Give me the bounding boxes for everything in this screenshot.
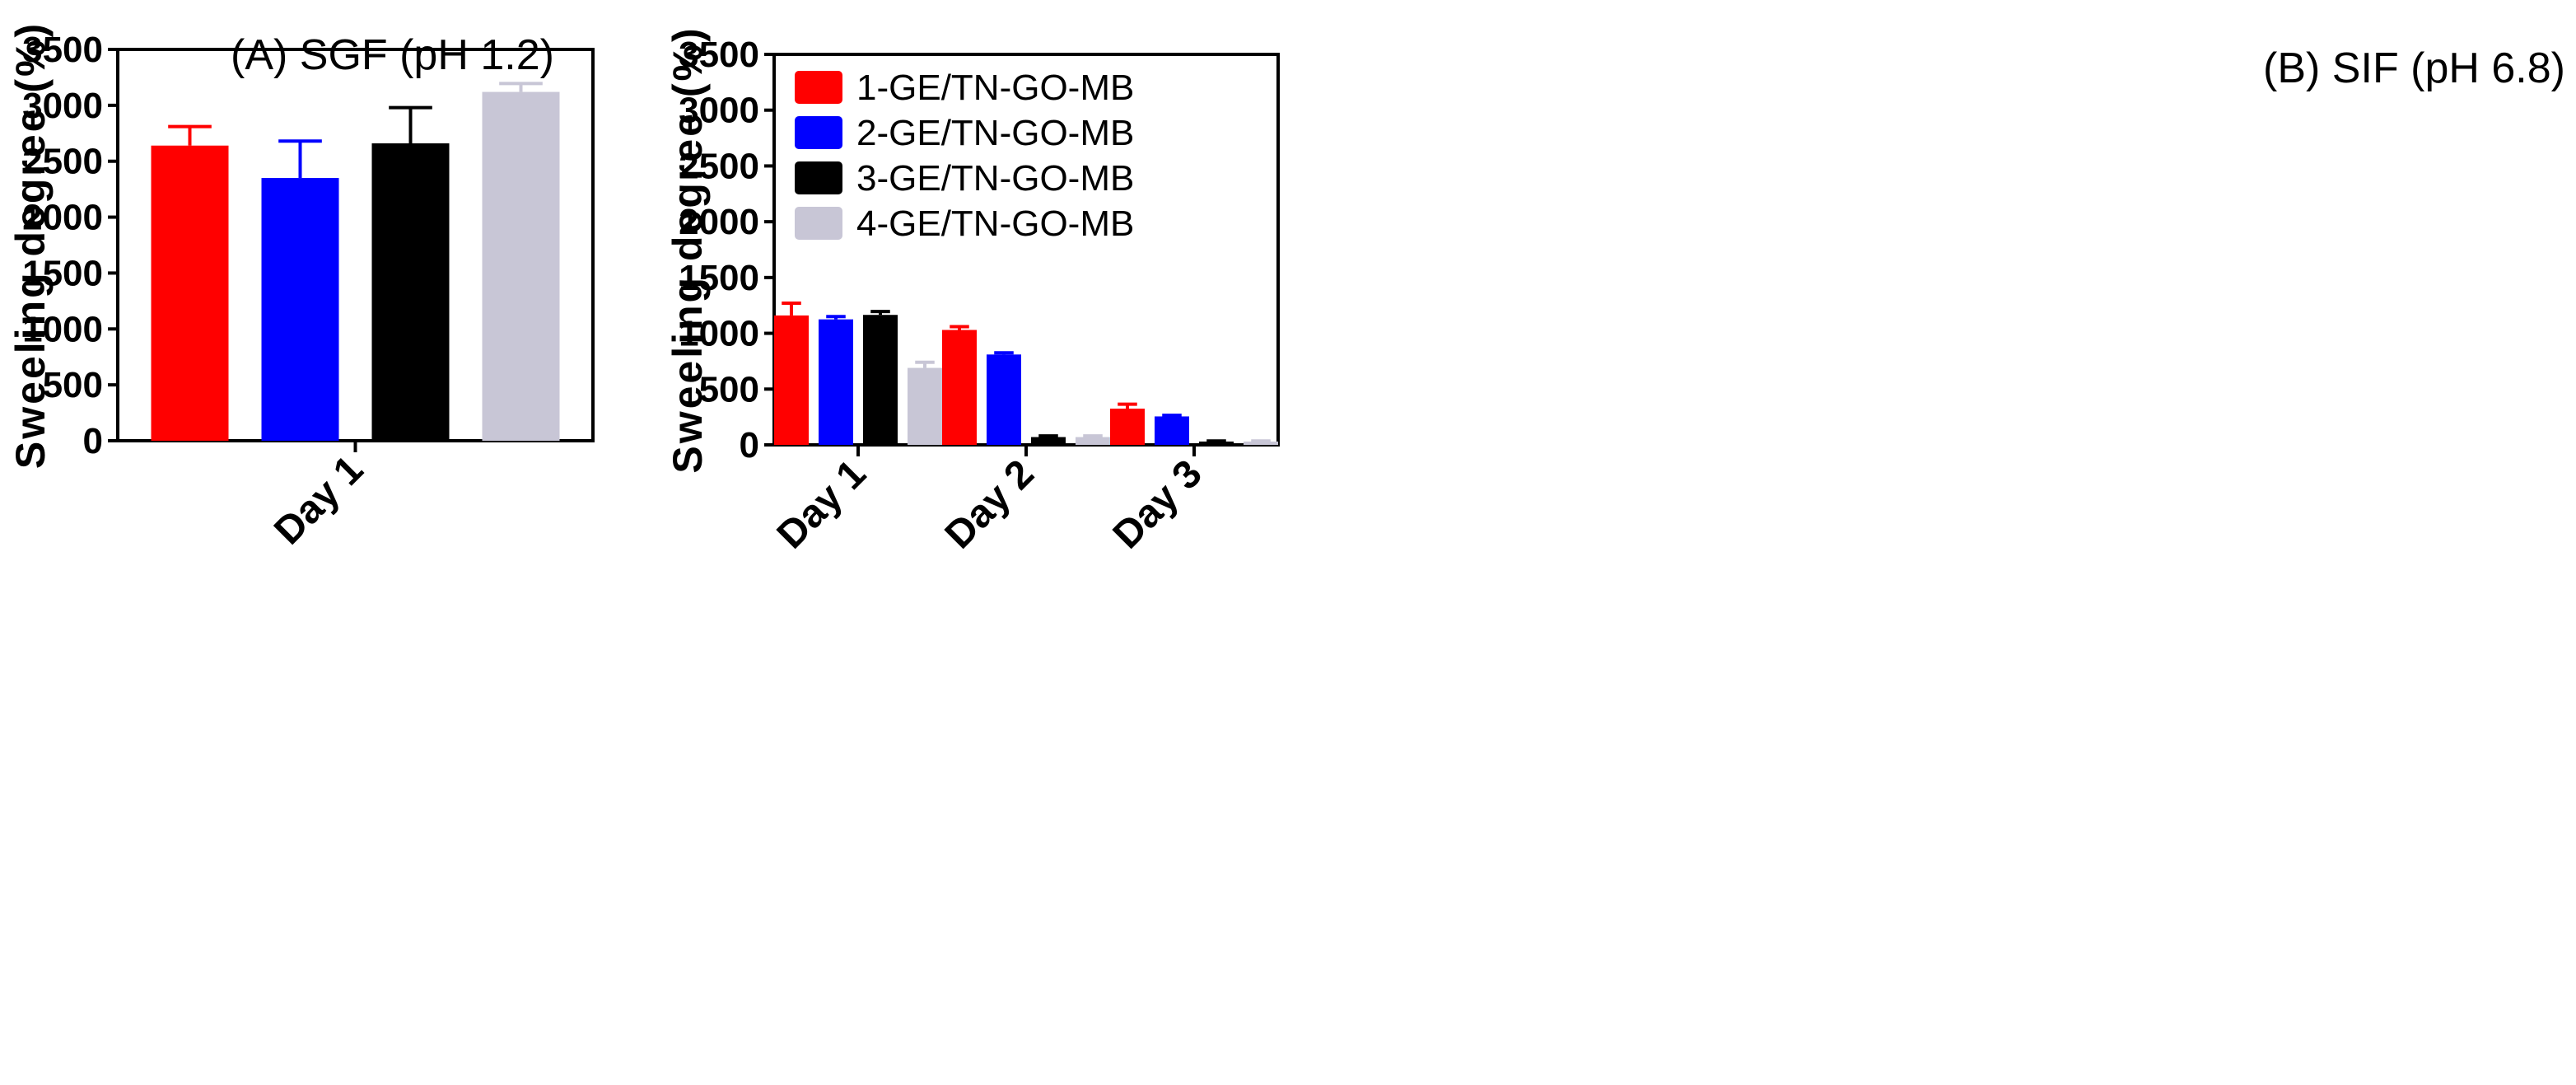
y-tick-label: 2000 [22, 198, 103, 238]
y-tick-label: 2000 [679, 202, 759, 242]
y-tick-label: 3500 [22, 30, 103, 70]
panel-a-chart: (A) SGF (pH 1.2) 0 500 1000 1500 2000 2500 300… [7, 21, 595, 553]
legend-label: 1-GE/TN-GO-MB [856, 68, 1134, 108]
x-tick-label: Day 3 [1105, 451, 1211, 557]
bar [1244, 441, 1278, 445]
bar [942, 330, 977, 445]
bar [151, 145, 229, 441]
legend-label: 4-GE/TN-GO-MB [856, 203, 1134, 244]
y-axis-label: Sweeling degree (%) [7, 21, 54, 469]
x-tick-label: Day 1 [769, 451, 875, 557]
panel-b-chart: (B) SIF (pH 6.8) 0 500 1000 1500 2000 2500 300… [665, 26, 2565, 557]
y-tick-label: 2500 [22, 142, 103, 182]
bar [1199, 441, 1234, 445]
x-tick-label: Day 1 [266, 447, 371, 553]
bar [371, 143, 450, 441]
legend-swatch [795, 161, 842, 194]
y-tick-label: 0 [740, 425, 759, 465]
bar [1076, 437, 1110, 445]
legend-swatch [795, 207, 842, 240]
legend-label: 3-GE/TN-GO-MB [856, 158, 1134, 199]
bar [819, 319, 853, 445]
y-tick-label: 0 [83, 421, 103, 461]
bar [482, 91, 560, 442]
bar [261, 178, 339, 442]
y-tick-label: 1500 [22, 253, 103, 293]
bar [863, 315, 898, 445]
y-tick-label: 1500 [679, 258, 759, 298]
y-tick-label: 2500 [679, 146, 759, 186]
bar [987, 354, 1021, 445]
legend-swatch [795, 71, 842, 104]
bar [1031, 437, 1066, 445]
legend: 1-GE/TN-GO-MB 2-GE/TN-GO-MB 3-GE/TN-GO-MB4… [795, 68, 1134, 244]
y-tick-label: 500 [699, 369, 759, 409]
y-tick-label: 3000 [22, 86, 103, 126]
legend-label: 2-GE/TN-GO-MB [856, 113, 1134, 153]
panel-b-title: (B) SIF (pH 6.8) [2263, 44, 2565, 92]
y-tick-label: 3500 [679, 35, 759, 75]
y-tick-label: 1000 [679, 314, 759, 354]
legend-swatch [795, 116, 842, 149]
y-axis-label: Sweeling degree (%) [665, 26, 711, 473]
bar [1155, 416, 1189, 445]
bar [1110, 408, 1145, 445]
y-tick-label: 500 [43, 365, 103, 405]
x-tick-label: Day 2 [937, 451, 1043, 557]
y-tick-label: 3000 [679, 91, 759, 131]
bar [908, 367, 942, 445]
panel-a-title: (A) SGF (pH 1.2) [231, 31, 554, 79]
y-tick-label: 1000 [22, 309, 103, 349]
bar [774, 315, 809, 445]
